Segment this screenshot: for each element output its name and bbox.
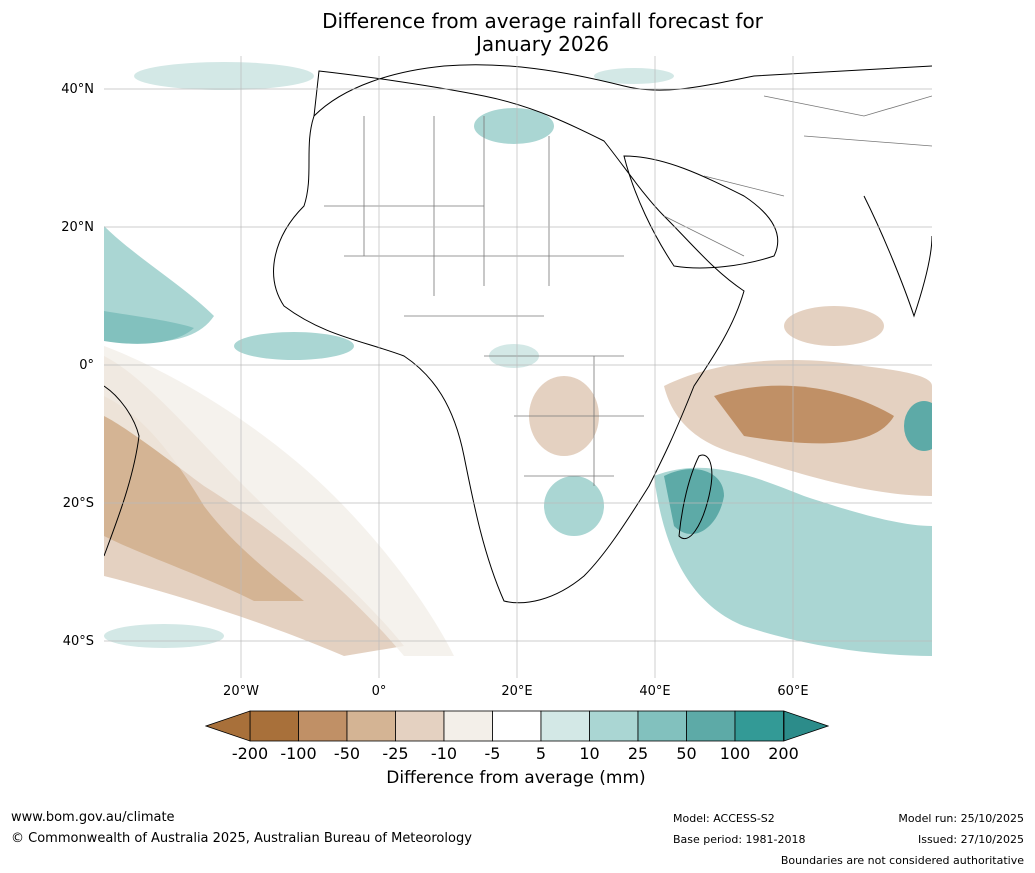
coastlines [104,64,932,604]
wet-region-mediterranean [474,108,554,144]
map-title: Difference from average rainfall forecas… [0,10,1035,56]
colorbar-tick-label: -25 [382,744,409,763]
wet-region-south-ocean [104,624,224,648]
colorbar-tick-label: 25 [627,744,649,763]
country-boundaries [324,95,932,486]
lat-label-40n: 40°N [61,82,94,97]
footer-issued: Issued: 27/10/2025 [917,833,1024,846]
colorbar-tick-label: -5 [484,744,501,763]
colorbar-cell [734,710,784,742]
wet-region-indian-ocean-east [904,401,932,451]
colorbar-cell [589,710,639,742]
wet-region-atlantic-north [104,226,214,342]
wet-region-madagascar-core [664,468,724,535]
colorbar [205,710,829,742]
colorbar-tick-label: 100 [719,744,751,763]
colorbar-tick-label: -200 [231,744,269,763]
wet-region-atlantic-core [104,311,194,344]
wet-region-southern-africa [544,476,604,536]
colorbar-cell [346,710,396,742]
dry-region-arabian-sea [784,306,884,346]
lon-label-20w: 20°W [223,684,259,699]
colorbar-tick-label: -100 [280,744,317,763]
colorbar-tick-label: 50 [676,744,697,763]
colorbar-tick-label: -10 [430,744,458,763]
colorbar-arrow-high [783,710,829,742]
lat-label-40s: 40°S [62,634,94,649]
footer-base-period: Base period: 1981-2018 [673,833,806,846]
lon-label-40e: 40°E [639,684,671,699]
arabia-outline [623,155,779,269]
colorbar-cell [540,710,590,742]
india-outline [863,195,932,318]
colorbar-cell [395,710,445,742]
lon-label-60e: 60°E [777,684,809,699]
footer-copyright: © Commonwealth of Australia 2025, Austra… [11,831,472,846]
map-canvas [104,56,932,678]
south-america-outline [104,385,140,557]
colorbar-cell [249,710,299,742]
wet-region-gulf-guinea [234,332,354,360]
title-line-1: Difference from average rainfall forecas… [322,9,763,33]
colorbar-cell [637,710,687,742]
footer-model-run: Model run: 25/10/2025 [898,812,1024,825]
lat-label-20s: 20°S [62,496,94,511]
wet-region-eastern-med [594,68,674,84]
graticule [104,56,932,678]
wet-region-north-atlantic [134,62,314,90]
colorbar-cell [443,710,493,742]
footer-model: Model: ACCESS-S2 [673,812,775,825]
colorbar-cell [298,710,348,742]
colorbar-cell [492,710,542,742]
colorbar-tick-label: -50 [333,744,361,763]
lon-label-20e: 20°E [501,684,533,699]
dry-region-atlantic-outer [104,346,454,656]
colorbar-arrow-low [205,710,251,742]
madagascar-outline [678,454,713,539]
colorbar-tick-label: 10 [579,744,600,763]
lat-label-0: 0° [79,358,94,373]
lon-label-0: 0° [371,684,387,699]
footer-disclaimer: Boundaries are not considered authoritat… [780,854,1024,867]
colorbar-tick-label: 200 [768,744,799,763]
lat-label-20n: 20°N [61,220,94,235]
title-line-2: January 2026 [475,32,610,56]
africa-outline [273,70,745,604]
colorbar-cell [686,710,736,742]
footer-website[interactable]: www.bom.gov.au/climate [11,810,175,825]
dry-region-indian-ocean-core [714,385,894,444]
anomaly-shading [104,62,932,656]
europe-outline [313,64,932,117]
colorbar-tick-label: 5 [535,744,547,763]
colorbar-cells [249,710,784,742]
colorbar-label: Difference from average (mm) [386,768,646,788]
rainfall-map [104,56,932,678]
